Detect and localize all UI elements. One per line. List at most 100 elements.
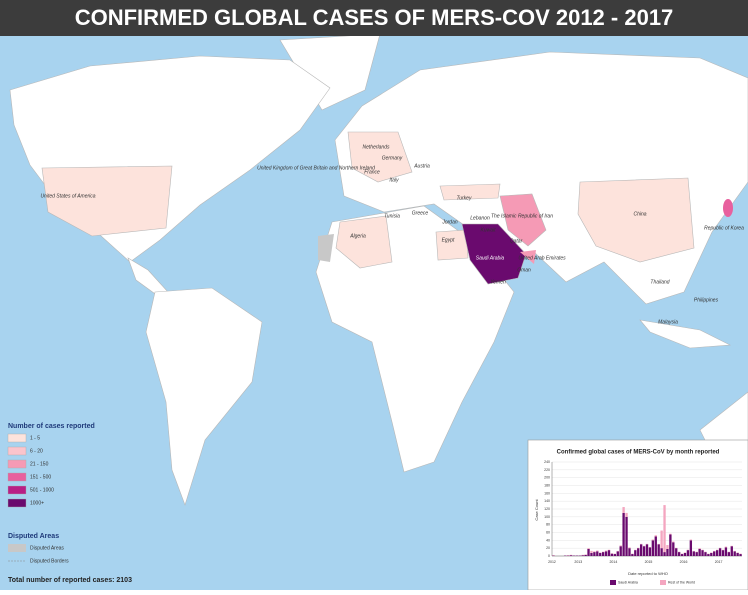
bar [725, 547, 727, 556]
bar [649, 547, 651, 556]
bar [587, 548, 589, 549]
bar [617, 551, 619, 556]
bar [684, 553, 686, 556]
bar [655, 536, 657, 556]
bar [693, 551, 695, 556]
egypt [436, 230, 468, 260]
bar [736, 553, 738, 556]
map-label: Thailand [650, 279, 669, 285]
map-label: Saudi Arabia [476, 255, 505, 261]
bar [658, 544, 660, 556]
bar [652, 540, 654, 541]
map-label: Egypt [442, 237, 455, 243]
legend-label: 6 - 20 [30, 448, 43, 454]
y-tick-label: 160 [544, 491, 550, 495]
map-label: Malaysia [658, 319, 678, 325]
legend-title: Number of cases reported [8, 423, 95, 430]
bar [652, 540, 654, 556]
bar [716, 550, 718, 556]
y-tick-label: 220 [544, 468, 550, 472]
bar [725, 547, 727, 548]
inset-chart: Confirmed global cases of MERS-CoV by mo… [528, 440, 748, 590]
map-label: Austria [413, 163, 430, 169]
bar [719, 548, 721, 556]
map-label: Philippines [694, 297, 719, 303]
bar [599, 553, 601, 556]
bar [582, 555, 584, 556]
map-label: Netherlands [363, 144, 390, 150]
map-label: Algeria [349, 233, 366, 239]
bar [672, 542, 674, 556]
legend-swatch [610, 580, 616, 585]
bar [739, 554, 741, 556]
y-tick-label: 120 [544, 507, 550, 511]
bar [628, 547, 630, 548]
bar [590, 553, 592, 556]
legend-label: 21 - 150 [30, 461, 49, 467]
bar [669, 534, 671, 535]
bar [698, 549, 700, 556]
bar [675, 548, 677, 556]
x-label: Date reported to WHO [628, 571, 668, 576]
bar [625, 517, 627, 556]
legend-label: Disputed Borders [30, 558, 69, 564]
legend-label: 151 - 500 [30, 474, 51, 480]
bar [584, 555, 586, 556]
legend-label: Saudi Arabia [618, 580, 638, 584]
map-label: Greece [412, 210, 429, 216]
map-label: Yemen [490, 279, 506, 285]
y-tick-label: 180 [544, 483, 550, 487]
bar [625, 513, 627, 517]
map-label: United Kingdom of Great Britain and Nort… [257, 165, 375, 171]
bar [596, 551, 598, 552]
bar [663, 505, 665, 552]
korea [723, 199, 733, 217]
bar [605, 551, 607, 556]
inset-frame [528, 440, 748, 590]
bar [722, 550, 724, 556]
bar [731, 546, 733, 556]
legend-swatch [8, 460, 26, 468]
bar [698, 548, 700, 549]
legend-swatch [8, 447, 26, 455]
y-tick-label: 240 [544, 460, 550, 464]
bar [660, 548, 662, 556]
bar [663, 552, 665, 556]
bar [596, 551, 598, 556]
map-label: Tunisia [384, 213, 400, 219]
bar [590, 551, 592, 553]
bar [710, 553, 712, 556]
bar [637, 548, 639, 556]
map-label: Germany [382, 155, 403, 161]
bar [713, 551, 715, 556]
bar [687, 550, 689, 556]
legend-label: 1000+ [30, 500, 44, 506]
x-tick-label: 2017 [715, 560, 723, 564]
bar [620, 545, 622, 546]
bar [690, 540, 692, 541]
y-tick-label: 20 [546, 546, 550, 550]
map-label: United Arab Emirates [518, 255, 566, 261]
bar [643, 546, 645, 556]
title: CONFIRMED GLOBAL CASES OF MERS-COV 2012 … [75, 5, 674, 30]
bar [614, 554, 616, 556]
bar [669, 534, 671, 556]
legend-label: 1 - 5 [30, 435, 40, 441]
bar [678, 552, 680, 556]
map-label: The Islamic Republic of Iran [491, 213, 553, 219]
map-label: Qatar [510, 238, 523, 244]
bar [734, 551, 736, 556]
x-tick-label: 2015 [645, 560, 653, 564]
total: Total number of reported cases: 2103 [8, 577, 132, 584]
y-tick-label: 200 [544, 476, 550, 480]
bar [631, 554, 633, 556]
y-label: Case Count [534, 499, 539, 521]
map-label: Lebanon [470, 215, 490, 221]
disputed-title: Disputed Areas [8, 533, 59, 540]
x-tick-label: 2013 [574, 560, 582, 564]
bar [622, 507, 624, 513]
bar [605, 551, 607, 552]
bar [570, 555, 572, 556]
bar [707, 554, 709, 556]
